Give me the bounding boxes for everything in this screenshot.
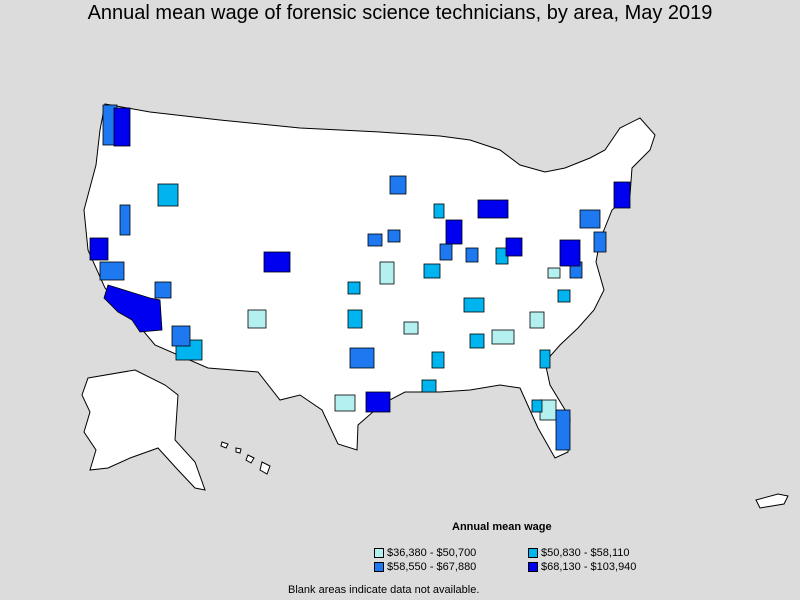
legend-label: $68,130 - $103,940 (541, 561, 637, 573)
footnote: Blank areas indicate data not available. (288, 584, 480, 596)
legend-label: $58,550 - $67,880 (387, 561, 477, 573)
metro-areas-tier-3 (99, 104, 607, 451)
legend-item-3: $58,550 - $67,880 (374, 561, 476, 573)
legend-swatch (528, 562, 538, 572)
hawaii-shape (220, 441, 271, 475)
alaska-shape (81, 369, 206, 491)
contiguous-us-shape (83, 103, 656, 459)
legend-label: $50,830 - $58,110 (541, 547, 630, 559)
legend-swatch (528, 548, 538, 558)
metro-areas-tier-1 (247, 261, 561, 421)
legend-item-1: $36,380 - $50,700 (374, 547, 476, 559)
legend-title: Annual mean wage (452, 521, 552, 533)
legend-swatch (374, 548, 384, 558)
metro-areas-tier-4 (89, 107, 631, 413)
legend-item-4: $68,130 - $103,940 (528, 561, 636, 573)
map-title: Annual mean wage of forensic science tec… (87, 2, 713, 24)
legend-item-2: $50,830 - $58,110 (528, 547, 629, 559)
legend-swatch (374, 562, 384, 572)
puerto-rico-shape (755, 493, 789, 509)
legend-label: $36,380 - $50,700 (387, 547, 477, 559)
